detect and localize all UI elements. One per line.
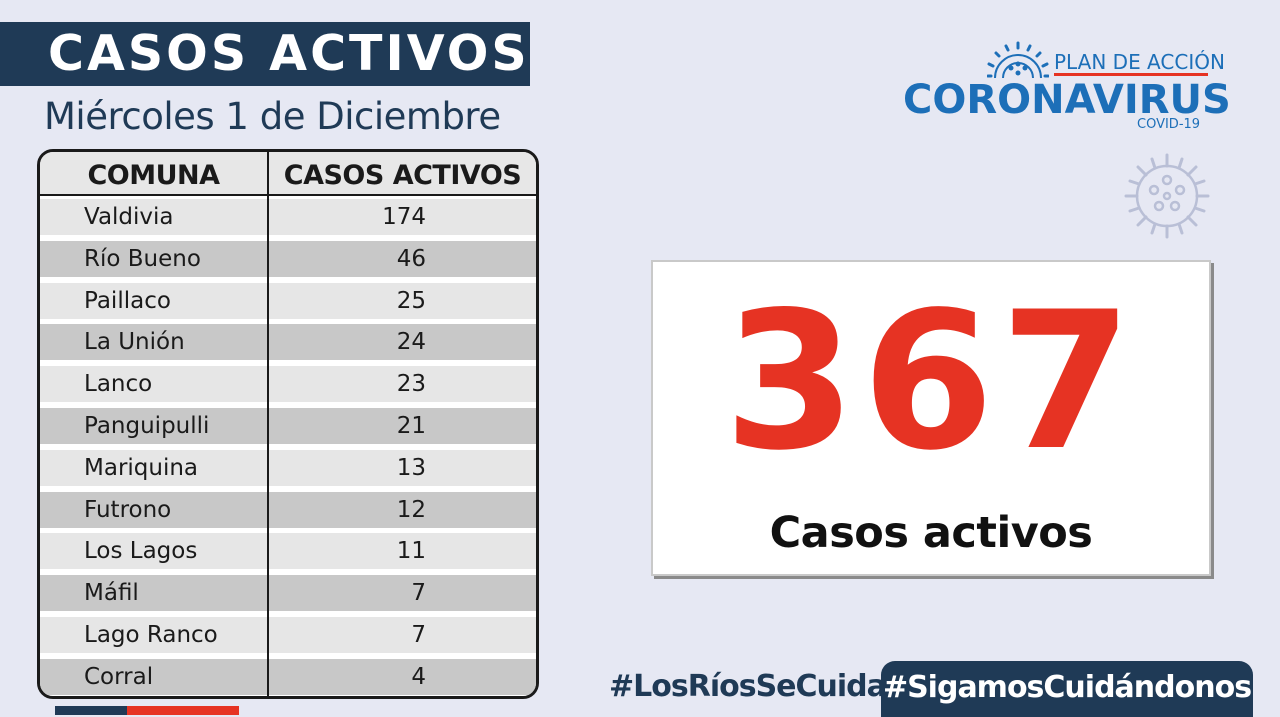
logo-coronavirus-text: CORONAVIRUS <box>903 77 1231 123</box>
logo-underline <box>1054 73 1208 76</box>
casos-cell: 24 <box>396 329 426 356</box>
comuna-cell: Corral <box>84 663 154 690</box>
color-strip-blue <box>55 706 127 715</box>
hashtag-box: #SigamosCuidándonos <box>881 661 1253 717</box>
total-active-cases: 367 <box>723 271 1139 492</box>
color-strip-red <box>127 706 239 715</box>
title-banner: CASOS ACTIVOS <box>0 22 530 86</box>
casos-cell: 46 <box>396 245 426 272</box>
table-row: Máfil 7 <box>40 575 536 612</box>
logo-plan-text: PLAN DE ACCIÓN <box>1054 50 1225 74</box>
comuna-cell: Lanco <box>84 371 153 398</box>
casos-cell: 12 <box>396 496 426 523</box>
casos-cell: 7 <box>411 580 426 607</box>
table-row: Los Lagos 11 <box>40 533 536 570</box>
casos-cell: 25 <box>396 287 426 314</box>
cases-table: COMUNA CASOS ACTIVOS Valdivia 174 Río Buen… <box>37 149 539 699</box>
total-label: Casos activos <box>769 508 1093 558</box>
column-divider <box>267 152 269 696</box>
casos-cell: 4 <box>411 663 426 690</box>
table-row: Futrono 12 <box>40 491 536 528</box>
column-header-casos: CASOS ACTIVOS <box>283 160 522 191</box>
comuna-cell: Valdivia <box>84 204 174 230</box>
table-header: COMUNA CASOS ACTIVOS <box>40 152 536 196</box>
table-row: Lago Ranco 7 <box>40 617 536 653</box>
table-row: Mariquina 13 <box>40 449 536 486</box>
casos-cell: 11 <box>396 538 426 565</box>
casos-cell: 13 <box>396 454 426 481</box>
column-header-comuna: COMUNA <box>87 160 220 191</box>
casos-cell: 23 <box>396 371 426 398</box>
table-row: Lanco 23 <box>40 366 536 403</box>
hashtag-los-rios: #LosRíosSeCuida <box>609 669 887 704</box>
comuna-cell: La Unión <box>84 329 185 356</box>
table-row: La Unión 24 <box>40 324 536 361</box>
table-row: Corral 4 <box>40 658 536 695</box>
casos-cell: 7 <box>411 622 426 648</box>
virus-watermark-icon <box>1124 153 1210 239</box>
comuna-cell: Mariquina <box>84 454 199 481</box>
comuna-cell: Máfil <box>84 580 139 607</box>
comuna-cell: Los Lagos <box>84 538 198 565</box>
table-row: Panguipulli 21 <box>40 408 536 444</box>
logo-covid-text: COVID-19 <box>1137 117 1201 132</box>
page-title: CASOS ACTIVOS <box>48 25 530 82</box>
total-panel: 367 Casos activos <box>651 260 1211 576</box>
casos-cell: 174 <box>382 204 426 230</box>
table-row: Río Bueno 46 <box>40 240 536 277</box>
hashtag-sigamos: #SigamosCuidándonos <box>882 670 1252 705</box>
comuna-cell: Panguipulli <box>84 413 210 439</box>
report-date: Miércoles 1 de Diciembre <box>44 95 501 138</box>
casos-cell: 21 <box>396 413 426 439</box>
header-divider <box>40 194 536 196</box>
table-row: Paillaco 25 <box>40 282 536 319</box>
comuna-cell: Lago Ranco <box>84 622 218 648</box>
table-row: Valdivia 174 <box>40 199 536 235</box>
comuna-cell: Paillaco <box>84 287 171 314</box>
coronavirus-logo-icon <box>987 41 1049 79</box>
comuna-cell: Río Bueno <box>84 245 201 272</box>
comuna-cell: Futrono <box>84 496 172 523</box>
